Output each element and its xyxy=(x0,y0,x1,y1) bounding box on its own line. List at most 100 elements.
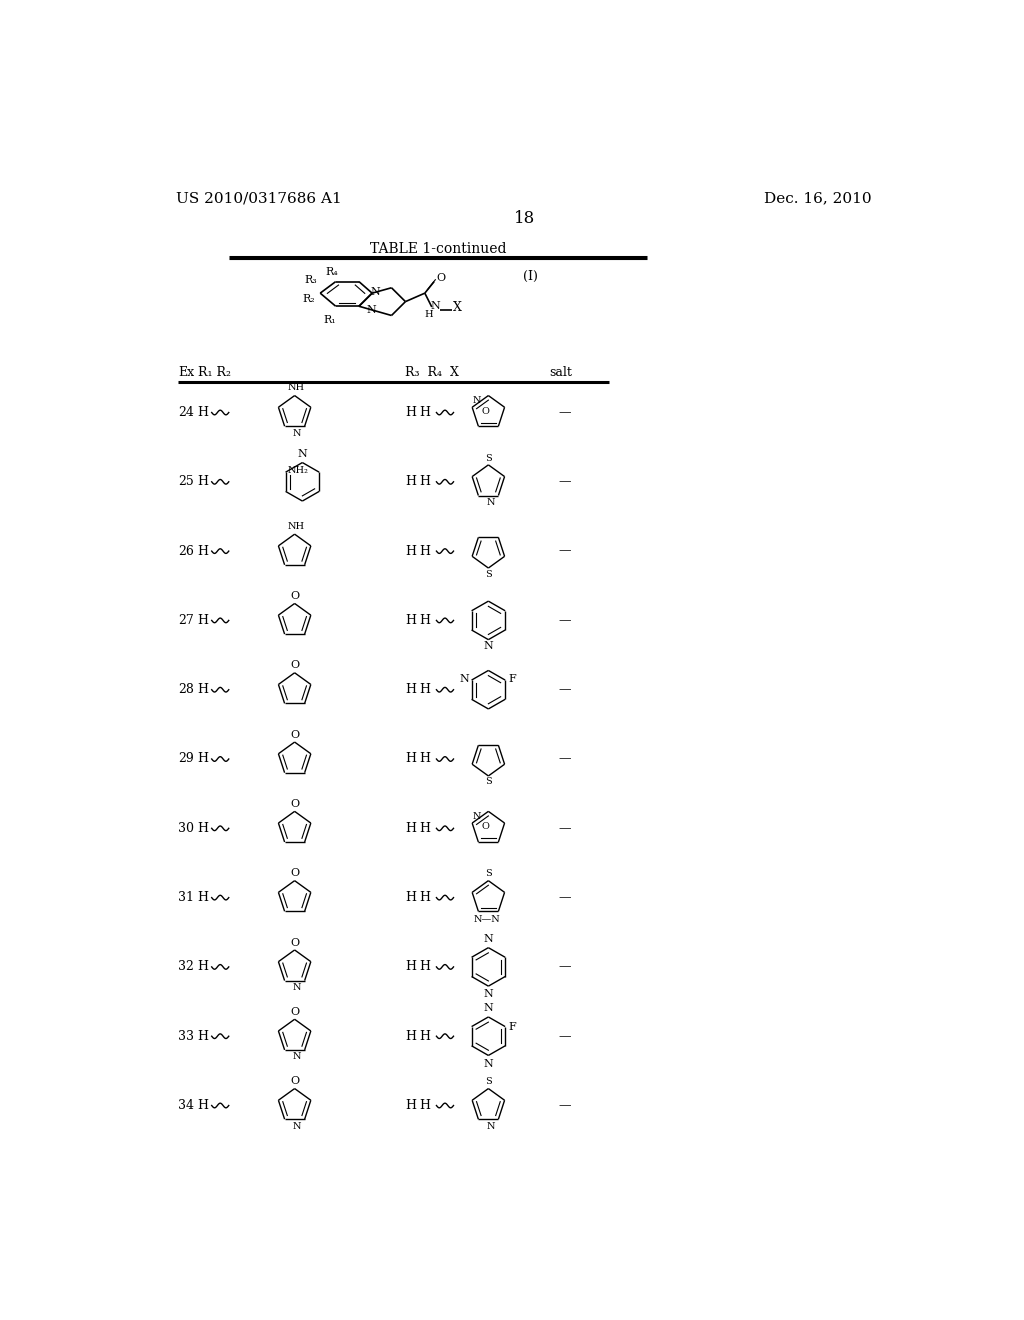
Text: H: H xyxy=(406,475,417,488)
Text: H: H xyxy=(420,752,430,766)
Text: N: N xyxy=(483,642,494,651)
Text: O: O xyxy=(290,1076,299,1086)
Text: F: F xyxy=(508,1022,516,1031)
Text: H: H xyxy=(198,822,209,834)
Text: H: H xyxy=(420,614,430,627)
Text: H: H xyxy=(406,684,417,696)
Text: S: S xyxy=(485,454,492,462)
Text: N: N xyxy=(293,429,301,437)
Text: N: N xyxy=(293,983,301,991)
Text: —: — xyxy=(558,545,570,557)
Text: 34: 34 xyxy=(178,1100,195,1111)
Text: 30: 30 xyxy=(178,822,195,834)
Text: H: H xyxy=(420,407,430,418)
Text: H: H xyxy=(198,891,209,904)
Text: N: N xyxy=(483,1003,494,1014)
Text: H: H xyxy=(198,1030,209,1043)
Text: —: — xyxy=(558,684,570,696)
Text: —: — xyxy=(558,1030,570,1043)
Text: H: H xyxy=(420,545,430,557)
Text: H: H xyxy=(198,684,209,696)
Text: O: O xyxy=(481,822,489,832)
Text: O: O xyxy=(290,591,299,601)
Text: 26: 26 xyxy=(178,545,195,557)
Text: H: H xyxy=(424,310,433,319)
Text: O: O xyxy=(290,937,299,948)
Text: N: N xyxy=(367,305,377,315)
Text: US 2010/0317686 A1: US 2010/0317686 A1 xyxy=(176,191,342,206)
Text: H: H xyxy=(420,1030,430,1043)
Text: N: N xyxy=(293,1052,301,1061)
Text: R₁ R₂: R₁ R₂ xyxy=(198,366,230,379)
Text: H: H xyxy=(406,891,417,904)
Text: O: O xyxy=(290,869,299,878)
Text: O: O xyxy=(481,407,489,416)
Text: S: S xyxy=(485,570,492,578)
Text: 32: 32 xyxy=(178,961,195,973)
Text: N: N xyxy=(473,812,481,821)
Text: TABLE 1-continued: TABLE 1-continued xyxy=(370,243,506,256)
Text: H: H xyxy=(406,822,417,834)
Text: H: H xyxy=(198,1100,209,1111)
Text: H: H xyxy=(198,545,209,557)
Text: N: N xyxy=(483,1059,494,1068)
Text: 29: 29 xyxy=(178,752,195,766)
Text: H: H xyxy=(406,752,417,766)
Text: —: — xyxy=(558,407,570,418)
Text: —: — xyxy=(558,614,570,627)
Text: R₃  R₄  X: R₃ R₄ X xyxy=(406,366,460,379)
Text: H: H xyxy=(198,614,209,627)
Text: H: H xyxy=(406,545,417,557)
Text: S: S xyxy=(485,1077,492,1086)
Text: N: N xyxy=(293,1122,301,1130)
Text: H: H xyxy=(406,961,417,973)
Text: N: N xyxy=(371,286,380,297)
Text: 33: 33 xyxy=(178,1030,195,1043)
Text: (I): (I) xyxy=(523,269,539,282)
Text: N: N xyxy=(473,396,481,405)
Text: R₁: R₁ xyxy=(324,315,336,325)
Text: —: — xyxy=(558,891,570,904)
Text: H: H xyxy=(420,684,430,696)
Text: Ex: Ex xyxy=(178,366,195,379)
Text: S: S xyxy=(485,870,492,878)
Text: O: O xyxy=(290,799,299,809)
Text: O: O xyxy=(290,660,299,671)
Text: H: H xyxy=(198,961,209,973)
Text: N: N xyxy=(430,301,440,312)
Text: NH: NH xyxy=(288,523,305,531)
Text: —: — xyxy=(558,752,570,766)
Text: 28: 28 xyxy=(178,684,195,696)
Text: —: — xyxy=(558,822,570,834)
Text: F: F xyxy=(508,673,516,684)
Text: —: — xyxy=(558,475,570,488)
Text: NH₂: NH₂ xyxy=(288,466,309,475)
Text: O: O xyxy=(290,1007,299,1016)
Text: H: H xyxy=(420,891,430,904)
Text: 27: 27 xyxy=(178,614,195,627)
Text: H: H xyxy=(198,407,209,418)
Text: N: N xyxy=(483,989,494,999)
Text: S: S xyxy=(485,777,492,787)
Text: O: O xyxy=(290,730,299,739)
Text: 25: 25 xyxy=(178,475,195,488)
Text: Dec. 16, 2010: Dec. 16, 2010 xyxy=(764,191,871,206)
Text: —: — xyxy=(558,1100,570,1111)
Text: H: H xyxy=(420,1100,430,1111)
Text: R₄: R₄ xyxy=(326,268,338,277)
Text: X: X xyxy=(453,301,462,314)
Text: H: H xyxy=(420,961,430,973)
Text: R₂: R₂ xyxy=(302,293,315,304)
Text: NH: NH xyxy=(288,384,305,392)
Text: H: H xyxy=(406,407,417,418)
Text: 31: 31 xyxy=(178,891,195,904)
Text: H: H xyxy=(406,1100,417,1111)
Text: 24: 24 xyxy=(178,407,195,418)
Text: H: H xyxy=(406,1030,417,1043)
Text: N: N xyxy=(298,449,307,459)
Text: —: — xyxy=(558,961,570,973)
Text: N: N xyxy=(486,498,496,507)
Text: H: H xyxy=(406,614,417,627)
Text: N: N xyxy=(460,673,469,684)
Text: O: O xyxy=(436,273,445,282)
